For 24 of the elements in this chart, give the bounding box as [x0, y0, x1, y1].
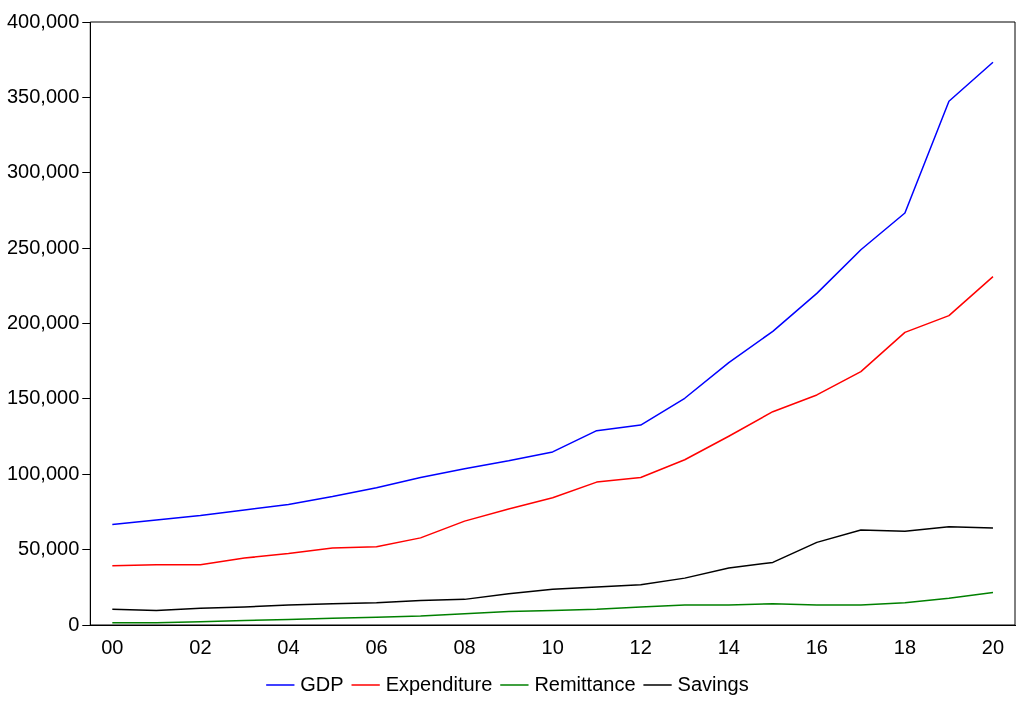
- legend-label: Expenditure: [385, 672, 493, 695]
- legend-label: Savings: [677, 672, 749, 695]
- legend-label: Remittance: [534, 672, 636, 695]
- y-tick-label: 100,000: [7, 461, 80, 484]
- x-tick-label: 16: [805, 635, 828, 658]
- y-tick-label: 50,000: [18, 537, 80, 560]
- x-tick-label: 04: [277, 635, 300, 658]
- legend-label: GDP: [300, 672, 344, 695]
- x-tick-label: 18: [893, 635, 917, 658]
- x-tick-label: 06: [365, 635, 388, 658]
- x-tick-label: 12: [629, 635, 652, 658]
- y-tick-label: 350,000: [7, 84, 80, 107]
- y-tick-label: 300,000: [7, 160, 80, 183]
- x-tick-label: 10: [541, 635, 564, 658]
- y-tick-label: 400,000: [7, 9, 80, 32]
- y-tick-label: 250,000: [7, 235, 80, 258]
- y-tick-label: 150,000: [7, 386, 80, 409]
- x-tick-label: 00: [101, 635, 124, 658]
- x-tick-label: 14: [717, 635, 740, 658]
- y-tick-label: 200,000: [7, 311, 80, 334]
- x-tick-label: 02: [189, 635, 212, 658]
- x-tick-label: 20: [981, 635, 1005, 658]
- x-tick-label: 08: [453, 635, 476, 658]
- y-tick-label: 0: [68, 612, 80, 635]
